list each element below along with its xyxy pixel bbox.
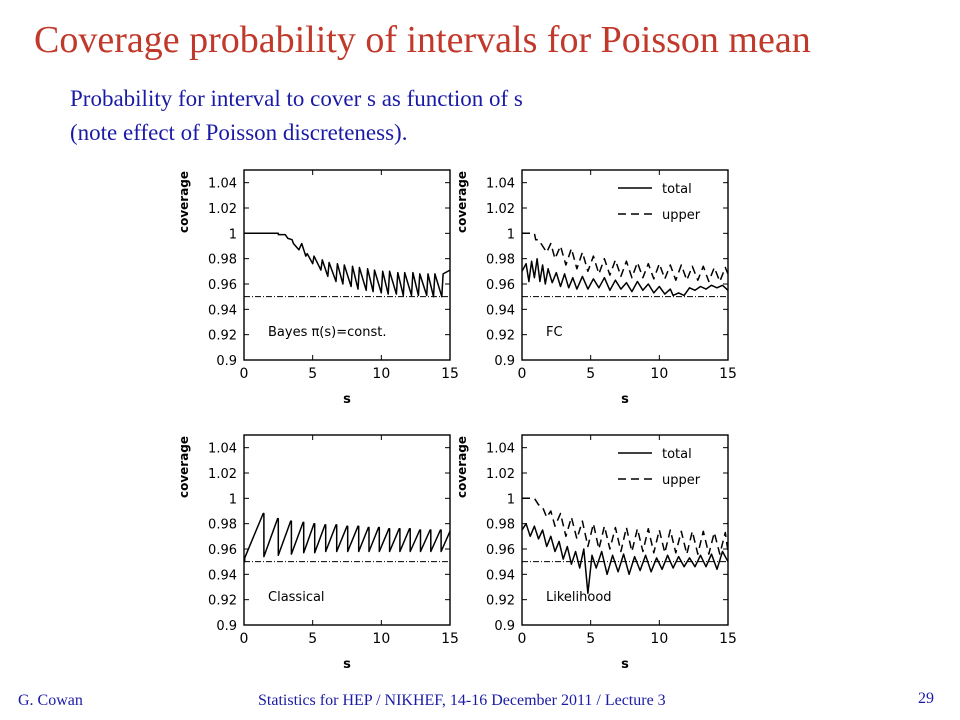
y-tick-label: 1.04 bbox=[208, 177, 237, 192]
legend-label-total: total bbox=[662, 447, 692, 462]
y-tick-label: 1.04 bbox=[486, 177, 515, 192]
plot-frame bbox=[243, 434, 451, 626]
x-tick-label: 0 bbox=[518, 631, 527, 647]
y-tick-label: 0.9 bbox=[216, 354, 237, 369]
series-line-total bbox=[521, 257, 729, 297]
slide-subtitle: Probability for interval to cover s as f… bbox=[70, 82, 523, 150]
chart-panel-4: 0.9 0.92 0.94 0.96 0.98 1 1.02 1.04 0 5 10 15 s cover… bbox=[455, 434, 737, 672]
y-tick-label: 0.96 bbox=[208, 543, 237, 558]
x-tick-label: 15 bbox=[719, 631, 737, 647]
x-tick-label: 0 bbox=[240, 366, 249, 382]
chart-panel-1: 0.9 0.92 0.94 0.96 0.98 1 1.02 1.04 0 5 10 15 s cover… bbox=[177, 169, 459, 407]
chart-panel-3: 0.9 0.92 0.94 0.96 0.98 1 1.02 1.04 0 5 10 15 s cover… bbox=[177, 434, 459, 672]
footer-author: G. Cowan bbox=[18, 692, 83, 709]
y-tick-label: 0.9 bbox=[216, 619, 237, 634]
y-tick-label: 1.04 bbox=[208, 442, 237, 457]
panel-annotation: FC bbox=[546, 325, 563, 340]
x-tick-label: 15 bbox=[441, 631, 459, 647]
x-tick-label: 10 bbox=[372, 366, 390, 382]
y-axis-label: coverage bbox=[177, 171, 191, 233]
x-tick-label: 15 bbox=[441, 366, 459, 382]
subtitle-line-1: Probability for interval to cover s as f… bbox=[70, 86, 523, 111]
y-tick-label: 1 bbox=[507, 492, 515, 507]
x-tick-label: 15 bbox=[719, 366, 737, 382]
y-tick-label: 1.02 bbox=[486, 202, 515, 217]
series-line-upper bbox=[522, 497, 729, 555]
x-tick-label: 5 bbox=[586, 366, 595, 382]
y-tick-label: 0.9 bbox=[494, 354, 515, 369]
legend-label-upper: upper bbox=[662, 473, 701, 488]
y-tick-label: 1.02 bbox=[208, 467, 237, 482]
footer-course: Statistics for HEP / NIKHEF, 14-16 Decem… bbox=[258, 692, 666, 709]
footer-page-number: 29 bbox=[918, 690, 934, 707]
y-tick-label: 0.94 bbox=[208, 568, 237, 583]
y-axis-label: coverage bbox=[455, 171, 469, 233]
chart-panel-2: 0.9 0.92 0.94 0.96 0.98 1 1.02 1.04 0 5 10 15 s cover… bbox=[455, 169, 737, 407]
x-tick-label: 0 bbox=[240, 631, 249, 647]
y-tick-label: 0.92 bbox=[486, 594, 515, 609]
x-tick-label: 10 bbox=[650, 631, 668, 647]
y-tick-label: 0.96 bbox=[486, 278, 515, 293]
series-line-total bbox=[521, 522, 729, 595]
y-axis-label: coverage bbox=[455, 436, 469, 498]
y-tick-label: 0.9 bbox=[494, 619, 515, 634]
y-tick-label: 0.96 bbox=[486, 543, 515, 558]
x-tick-label: 0 bbox=[518, 366, 527, 382]
series-line-coverage bbox=[244, 232, 451, 298]
y-tick-label: 0.94 bbox=[208, 303, 237, 318]
legend-label-total: total bbox=[662, 182, 692, 197]
x-axis-label: s bbox=[621, 657, 629, 672]
x-axis-label: s bbox=[343, 657, 351, 672]
subtitle-line-2: (note effect of Poisson discreteness). bbox=[70, 120, 408, 145]
series-line-upper bbox=[522, 232, 729, 283]
slide-title: Coverage probability of intervals for Po… bbox=[34, 19, 811, 61]
series-line-coverage bbox=[243, 512, 451, 563]
x-tick-label: 5 bbox=[308, 631, 317, 647]
legend-label-upper: upper bbox=[662, 208, 701, 223]
y-axis-label: coverage bbox=[177, 436, 191, 498]
y-tick-label: 0.92 bbox=[486, 329, 515, 344]
plot-frame bbox=[243, 169, 451, 361]
y-tick-label: 0.98 bbox=[208, 253, 237, 268]
y-tick-label: 0.92 bbox=[208, 594, 237, 609]
x-tick-label: 10 bbox=[372, 631, 390, 647]
x-tick-label: 10 bbox=[650, 366, 668, 382]
y-tick-label: 0.94 bbox=[486, 303, 515, 318]
panel-annotation: Bayes π(s)=const. bbox=[268, 325, 386, 340]
x-tick-label: 5 bbox=[308, 366, 317, 382]
y-tick-label: 1.04 bbox=[486, 442, 515, 457]
y-tick-label: 1 bbox=[229, 492, 237, 507]
x-tick-label: 5 bbox=[586, 631, 595, 647]
y-tick-label: 1.02 bbox=[486, 467, 515, 482]
y-tick-label: 1 bbox=[229, 227, 237, 242]
y-tick-label: 0.98 bbox=[208, 518, 237, 533]
y-tick-label: 1 bbox=[507, 227, 515, 242]
y-tick-label: 0.98 bbox=[486, 253, 515, 268]
x-axis-label: s bbox=[343, 392, 351, 407]
panel-annotation: Likelihood bbox=[546, 590, 612, 605]
y-tick-label: 1.02 bbox=[208, 202, 237, 217]
y-tick-label: 0.92 bbox=[208, 329, 237, 344]
y-tick-label: 0.98 bbox=[486, 518, 515, 533]
y-tick-label: 0.96 bbox=[208, 278, 237, 293]
panel-annotation: Classical bbox=[268, 590, 325, 605]
plot-frame bbox=[521, 169, 729, 361]
x-axis-label: s bbox=[621, 392, 629, 407]
y-tick-label: 0.94 bbox=[486, 568, 515, 583]
